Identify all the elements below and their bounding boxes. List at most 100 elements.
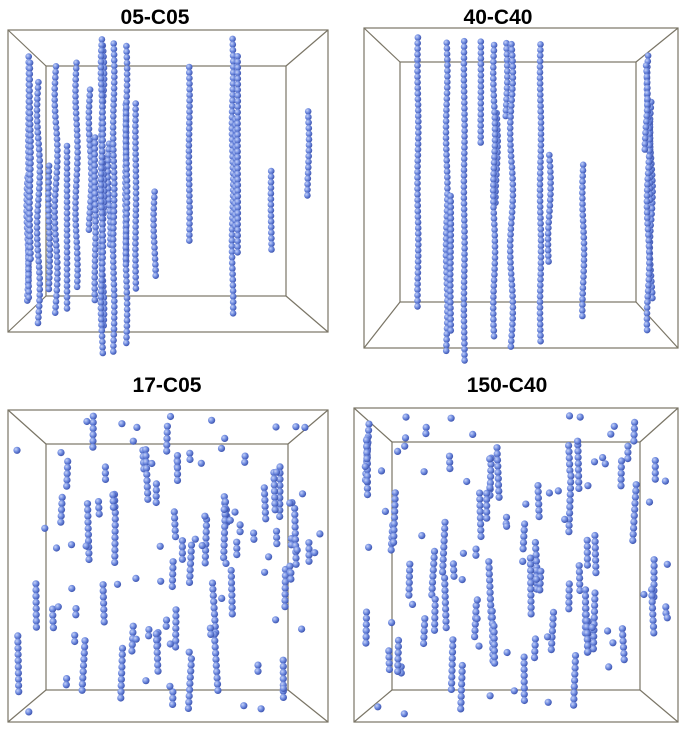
particle — [63, 153, 71, 161]
particle — [536, 85, 544, 93]
particle — [110, 219, 117, 226]
particle — [36, 291, 43, 299]
particle — [281, 590, 289, 598]
particle — [84, 531, 92, 539]
particle — [444, 73, 451, 80]
particle — [617, 469, 625, 477]
particle — [171, 514, 179, 522]
particle — [63, 482, 71, 490]
particle — [624, 442, 632, 450]
box-outer-edge — [7, 29, 329, 333]
particle — [305, 557, 313, 565]
particle — [490, 86, 497, 94]
particle — [52, 303, 59, 311]
particle — [502, 101, 510, 109]
particle — [123, 300, 131, 308]
particle — [579, 307, 586, 314]
particle — [71, 631, 79, 639]
particle — [173, 458, 182, 466]
particle — [206, 624, 214, 632]
particle — [99, 114, 107, 122]
particle — [446, 458, 454, 466]
particle — [122, 244, 130, 251]
particle — [414, 157, 422, 165]
particle — [571, 664, 579, 672]
particle — [460, 329, 468, 336]
particle — [536, 298, 544, 306]
particle — [185, 125, 193, 132]
particle — [565, 454, 573, 462]
particle — [168, 576, 177, 584]
particle — [123, 93, 130, 100]
particle — [33, 112, 41, 120]
particle — [591, 538, 599, 546]
particle — [268, 235, 275, 242]
particle — [394, 643, 402, 651]
particle — [32, 611, 40, 619]
particle — [579, 211, 587, 219]
particle — [234, 165, 241, 172]
particle — [476, 508, 484, 516]
particle — [490, 634, 498, 643]
particle — [486, 692, 494, 700]
particle — [63, 271, 71, 279]
particle — [643, 107, 651, 114]
particle — [483, 508, 491, 516]
particle — [35, 185, 43, 192]
particle — [575, 472, 583, 480]
particle — [229, 270, 236, 278]
particle — [574, 466, 583, 474]
particle — [35, 258, 42, 265]
particle — [132, 167, 140, 175]
particle — [281, 596, 289, 605]
particle — [537, 97, 544, 104]
particle — [448, 679, 456, 687]
particle — [535, 513, 543, 521]
particle — [547, 168, 554, 176]
particle — [489, 304, 497, 312]
particle — [442, 134, 450, 142]
particle — [117, 682, 125, 690]
particle — [185, 578, 194, 587]
particle — [268, 246, 275, 253]
particle — [644, 52, 652, 59]
particle — [265, 553, 273, 561]
particle — [53, 124, 60, 132]
particle — [233, 551, 241, 559]
particle — [35, 263, 43, 271]
particle — [91, 279, 98, 287]
particle — [460, 166, 468, 174]
particle — [508, 220, 515, 227]
particle — [305, 545, 313, 553]
particle — [150, 205, 158, 212]
particle — [186, 69, 193, 76]
particle — [35, 78, 42, 86]
particle — [443, 50, 451, 58]
particle — [491, 114, 499, 122]
particle — [286, 562, 294, 570]
particle — [544, 230, 552, 237]
particle — [471, 620, 479, 628]
particle — [186, 91, 193, 99]
particle — [185, 170, 193, 177]
particle — [536, 586, 544, 594]
particle — [546, 151, 553, 159]
particle — [91, 151, 99, 158]
particle — [234, 153, 241, 161]
particle — [89, 431, 97, 439]
particle — [579, 206, 586, 213]
particle — [583, 629, 591, 637]
particle — [449, 560, 457, 568]
particle — [144, 489, 152, 497]
particle — [461, 105, 468, 112]
particle — [490, 622, 498, 630]
particle — [74, 272, 81, 279]
particle — [305, 539, 313, 547]
particle — [26, 221, 33, 229]
particle — [123, 322, 131, 330]
particle — [414, 185, 421, 193]
particle — [91, 268, 99, 276]
particle — [509, 304, 517, 311]
particle — [36, 168, 44, 176]
particle — [132, 195, 140, 203]
